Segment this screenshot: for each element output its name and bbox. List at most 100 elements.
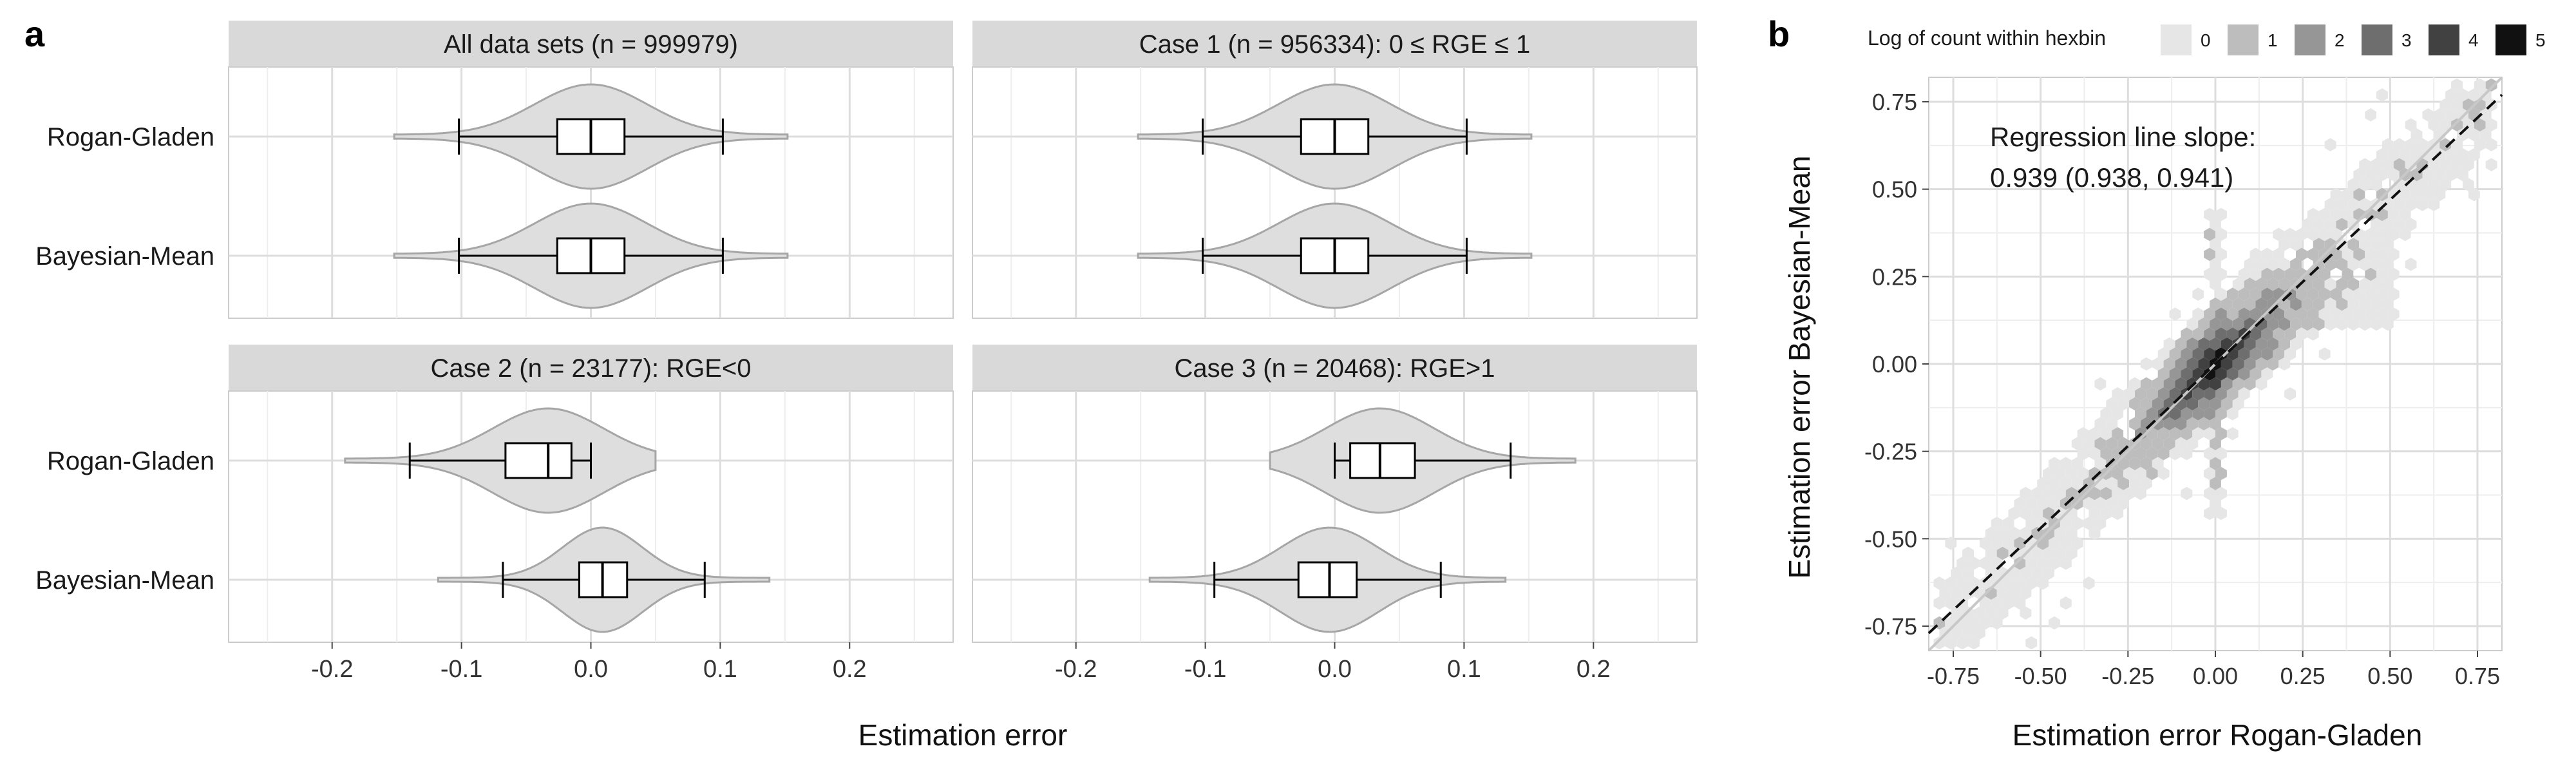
hexbin-cell — [2181, 327, 2193, 341]
x-axis-label-a: Estimation error — [858, 718, 1068, 752]
hexbin-cell — [1991, 616, 2003, 630]
hexbin-cell — [2020, 526, 2032, 540]
hexbin-cell — [2221, 317, 2233, 331]
hexbin-cell — [2210, 437, 2221, 450]
facet-panel: Case 2 (n = 23177): RGE<0 Rogan-Gladen Bay… — [35, 345, 954, 683]
hexbin-cell — [2135, 486, 2146, 501]
y-tick-label: 0.75 — [1872, 89, 1917, 115]
hexbin-cell — [2232, 337, 2244, 351]
hexbin-cell — [1991, 537, 2003, 550]
legend-label: 3 — [2401, 30, 2412, 50]
hexbin-cell — [2221, 397, 2233, 411]
hexbin-cell — [1968, 557, 1980, 570]
hexbin-cell — [2255, 337, 2268, 351]
hexbin-cell — [2140, 457, 2152, 470]
hexbin-cell — [2008, 506, 2020, 520]
hexbin-cell — [2175, 437, 2187, 450]
hexbin-cell — [1962, 626, 1974, 640]
x-tick-label: 0.2 — [833, 656, 867, 683]
hexbin-cell — [2123, 446, 2135, 461]
hexbin-cell — [2002, 537, 2014, 550]
x-tick-label: 0.00 — [2193, 663, 2238, 689]
hexbin-cell — [2457, 88, 2468, 102]
hexbin-cell — [2359, 258, 2371, 271]
hexbin-cell — [2157, 347, 2170, 361]
hexbin-cell — [2037, 517, 2049, 530]
box-iqr — [504, 442, 573, 479]
hexbin-cell — [1979, 537, 1991, 550]
hexbin-cell — [2365, 108, 2376, 122]
hexbin-cell — [2249, 367, 2262, 381]
hexbin-cell — [2163, 377, 2175, 391]
facet-strip — [972, 345, 1697, 391]
hexbin-cell — [2117, 477, 2130, 490]
hexbin-cell — [2284, 347, 2296, 361]
hexbin-cell — [2434, 167, 2446, 182]
hexbin-cell — [2255, 278, 2268, 291]
hexbin-cell — [2451, 118, 2463, 132]
hexbin-cell — [2198, 417, 2210, 431]
hexbin-cell — [1945, 577, 1957, 590]
hexbin-cell — [2267, 317, 2279, 331]
hexbin-cell — [2399, 227, 2411, 242]
hexbin-cell — [2163, 417, 2175, 431]
hexbin-cell — [2215, 367, 2227, 381]
hexbin-cell — [2043, 526, 2054, 540]
hexbin-cell — [2146, 407, 2158, 421]
hexbin-cell — [2485, 78, 2497, 92]
hexbin-cell — [2186, 397, 2199, 411]
facet-strip — [972, 21, 1697, 67]
hexbin-cell — [2434, 187, 2446, 202]
hexbin-cell — [1951, 606, 1963, 620]
hexbin-cell — [2204, 427, 2215, 441]
hexbin-cell — [2261, 247, 2273, 262]
hexbin-cell — [2318, 207, 2331, 222]
hexbin-cell — [2273, 307, 2285, 321]
hexbin-cell — [2106, 397, 2118, 411]
hexbin-cell — [2129, 377, 2141, 391]
legend-swatch — [2161, 24, 2192, 55]
legend-swatch — [2295, 24, 2325, 55]
hexbin-cell — [2020, 486, 2032, 501]
hexbin-cell — [2244, 357, 2256, 371]
hexbin-cell — [2215, 427, 2227, 441]
hexbin-cell — [2215, 227, 2227, 242]
hexbin-cell — [2290, 297, 2302, 311]
hexbin-cell — [2210, 238, 2221, 251]
hexbin-cell — [1985, 606, 1997, 620]
hexbin-cell — [2140, 397, 2152, 411]
hexbin-cell — [2060, 457, 2072, 470]
hexbin-cell — [2192, 287, 2204, 301]
hexbin-cell — [2204, 267, 2215, 282]
x-tick-label: -0.1 — [1184, 656, 1226, 683]
hexbin-cell — [2146, 466, 2158, 481]
hexbin-cell — [2382, 317, 2394, 331]
hexbin-cell — [2324, 258, 2336, 271]
legend-label: 2 — [2334, 30, 2345, 50]
hexbin-cell — [2215, 307, 2227, 321]
hexbin-cell — [2226, 287, 2239, 301]
hexbin-cell — [2249, 267, 2262, 282]
hexbin-cell — [2382, 297, 2394, 311]
hexbin-cell — [2324, 317, 2336, 331]
hexbin-cell — [2278, 278, 2291, 291]
hexbin-cell — [2422, 187, 2434, 202]
hexbin-cell — [2186, 357, 2199, 371]
hexbin-cell — [2215, 347, 2227, 361]
hexbin-cell — [2307, 327, 2319, 341]
hexbin-cell — [2192, 407, 2204, 421]
hexbin-cell — [2123, 466, 2135, 481]
hexbin-cell — [2169, 387, 2181, 401]
hexbin-cell — [2204, 227, 2215, 242]
hexbin-cell — [2445, 88, 2457, 102]
hexbin-cell — [2181, 347, 2193, 361]
hexbin-cell — [2278, 238, 2291, 251]
hexbin-cell — [2324, 278, 2336, 291]
hexbin-cell — [2071, 517, 2083, 530]
hexbin-cell — [2313, 297, 2325, 311]
hexbin-cell — [2175, 377, 2187, 391]
hexbin-cell — [2198, 357, 2210, 371]
x-tick-label: -0.75 — [1927, 663, 1980, 689]
hexbin-cell — [2002, 517, 2014, 530]
hexbin-cell — [2451, 78, 2463, 92]
